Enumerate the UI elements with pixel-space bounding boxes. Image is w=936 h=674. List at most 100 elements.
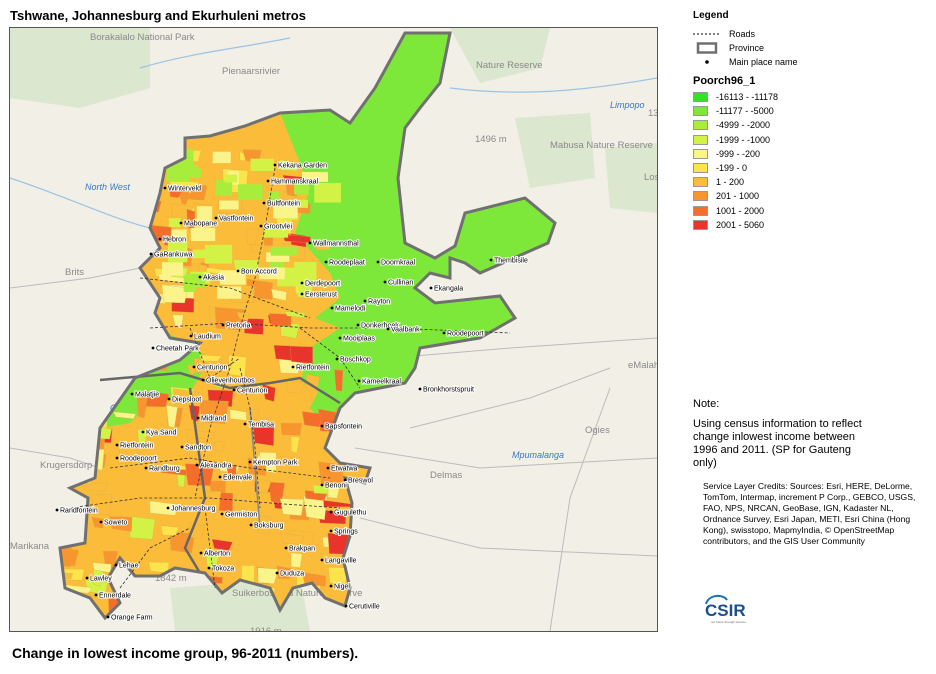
place-marker[interactable]: Boschkop — [335, 356, 372, 365]
place-marker[interactable]: Cheetah Park — [151, 345, 200, 354]
road-line — [194, 167, 276, 499]
place-marker[interactable]: Tokoza — [207, 565, 235, 574]
place-dot — [196, 416, 200, 420]
place-marker[interactable]: Mamelodi — [330, 305, 367, 314]
legend-swatch — [693, 148, 708, 159]
place-marker[interactable]: Cerutiville — [344, 603, 381, 612]
place-marker[interactable]: Cullinan — [383, 279, 414, 288]
place-marker[interactable]: Bultfontein — [262, 200, 301, 209]
place-marker[interactable]: Lehae — [114, 562, 140, 571]
place-marker[interactable]: Pretoria — [221, 322, 252, 331]
place-marker[interactable]: Boksburg — [249, 522, 285, 531]
basemap-label: eMalahleni — [628, 360, 657, 371]
place-marker[interactable]: Orange Farm — [106, 614, 154, 623]
place-marker[interactable]: Centurion — [192, 364, 228, 373]
place-label: Roodepoort — [120, 456, 157, 463]
place-marker[interactable]: Benoni — [320, 482, 348, 491]
legend-place-row: Main place name — [693, 55, 928, 69]
place-marker[interactable]: Bronkhorstspruit — [418, 386, 475, 395]
place-marker[interactable]: Kya Sand — [141, 429, 177, 438]
place-marker[interactable]: Kekana Garden — [273, 162, 328, 171]
place-marker[interactable]: Springs — [329, 528, 359, 537]
place-marker[interactable]: Vastfontein — [214, 215, 255, 224]
place-marker[interactable]: Gugulethu — [329, 509, 367, 518]
place-marker[interactable]: Edenvale — [218, 474, 253, 483]
place-marker[interactable]: Kempton Park — [248, 459, 299, 468]
legend-class-row: -1999 - -1000 — [693, 133, 928, 147]
place-dot — [144, 466, 148, 470]
choropleth-patch — [225, 464, 237, 478]
place-label: Centurion — [197, 365, 227, 372]
place-marker[interactable]: Mooiplaas — [338, 335, 376, 344]
place-marker[interactable]: Eersterust — [300, 291, 338, 300]
place-marker[interactable]: Johannesburg — [166, 505, 216, 514]
place-marker[interactable]: Tembisa — [243, 421, 275, 430]
place-marker[interactable]: Rayton — [363, 298, 391, 307]
place-marker[interactable]: Grootvlei — [259, 223, 293, 232]
place-marker[interactable]: Hebron — [158, 236, 187, 245]
place-label: Midrand — [201, 416, 226, 423]
place-marker[interactable]: Malatjie — [130, 391, 160, 400]
place-marker[interactable]: Doornkraal — [376, 259, 417, 268]
choropleth-patch — [259, 267, 285, 280]
choropleth-patch — [290, 346, 313, 364]
place-marker[interactable]: Derdepoort — [300, 280, 341, 289]
place-marker[interactable]: Rietfontein — [115, 442, 155, 451]
place-marker[interactable]: Ekangala — [429, 285, 464, 294]
map-frame[interactable]: Borakalalo National Park North West Limpop… — [9, 27, 658, 632]
place-marker[interactable]: Germiston — [220, 511, 258, 520]
place-label: Eersterust — [305, 292, 337, 299]
place-marker[interactable]: Olievenhoutbos — [201, 377, 256, 386]
place-marker[interactable]: Duduza — [275, 570, 305, 579]
river-line — [10, 177, 151, 229]
place-marker[interactable]: Bon Accord — [236, 268, 278, 277]
place-marker[interactable]: Lawley — [85, 575, 113, 584]
basemap-label: Brits — [65, 267, 84, 278]
place-marker[interactable]: Centurion — [232, 387, 268, 396]
road-line — [149, 322, 511, 334]
place-marker[interactable]: Randfontein — [55, 507, 99, 516]
choropleth-patch — [290, 436, 300, 454]
place-marker[interactable]: Soweto — [99, 519, 128, 528]
choropleth-patch — [328, 567, 349, 584]
place-marker[interactable]: Langaville — [320, 557, 358, 566]
place-dot — [115, 443, 119, 447]
place-marker[interactable]: Bapsfontein — [320, 423, 363, 432]
place-dot — [236, 269, 240, 273]
place-marker[interactable]: Sandton — [180, 444, 212, 453]
place-label: Orange Farm — [111, 615, 153, 622]
place-marker[interactable]: Thembisile — [489, 257, 529, 266]
place-label: Rietfontein — [296, 365, 330, 372]
place-marker[interactable]: Rietfontein — [291, 364, 331, 373]
place-marker[interactable]: Breswol — [343, 477, 374, 486]
place-marker[interactable]: Roodeplaat — [324, 259, 366, 268]
place-marker[interactable]: Roodepoort — [115, 455, 158, 464]
map-canvas[interactable]: Borakalalo National Park North West Limpop… — [10, 28, 657, 631]
place-marker[interactable]: Alexandra — [195, 462, 233, 471]
place-marker[interactable]: Akasia — [198, 274, 225, 283]
place-marker[interactable]: Randburg — [144, 465, 181, 474]
place-dot — [300, 292, 304, 296]
choropleth-patch — [91, 494, 112, 516]
place-marker[interactable]: Brakpan — [284, 545, 316, 554]
place-marker[interactable]: Wallmannsthal — [308, 240, 360, 249]
place-marker[interactable]: GaRankuwa — [149, 251, 194, 260]
road-line — [139, 277, 311, 319]
place-marker[interactable]: Etwatwa — [326, 465, 359, 474]
place-marker[interactable]: Alberton — [199, 550, 231, 559]
place-marker[interactable]: Vaalbank — [386, 326, 421, 335]
place-marker[interactable]: Midrand — [196, 415, 227, 424]
place-marker[interactable]: Roodepoort — [442, 330, 485, 339]
place-marker[interactable]: Nigel — [329, 583, 351, 592]
place-marker[interactable]: Ennerdale — [94, 592, 132, 601]
choropleth-patch — [172, 314, 184, 330]
place-marker[interactable]: Laudium — [189, 333, 222, 342]
place-marker[interactable]: Diepsloot — [167, 396, 202, 405]
place-marker[interactable]: Hammanskraal — [266, 178, 320, 187]
place-marker[interactable]: Kameelkraal — [357, 378, 402, 387]
choropleth-patch — [149, 500, 180, 516]
place-marker[interactable]: Mabopane — [179, 220, 218, 229]
place-marker[interactable]: Winterveld — [163, 185, 202, 194]
legend-roads-label: Roads — [729, 29, 756, 39]
place-marker[interactable]: Donkerhoek — [356, 322, 400, 331]
